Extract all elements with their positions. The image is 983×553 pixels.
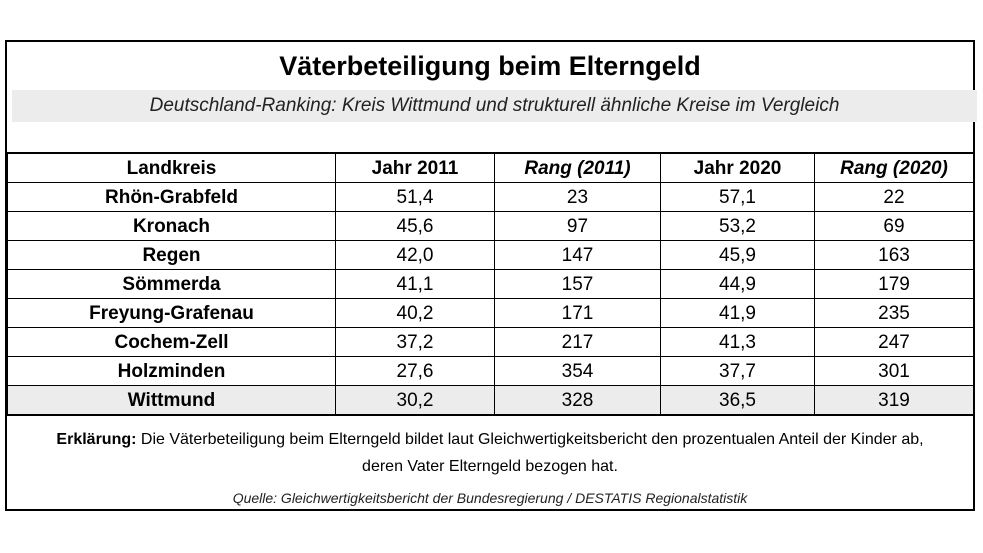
cell-landkreis: Rhön-Grabfeld — [7, 182, 336, 212]
cell-rank-2020: 163 — [814, 240, 974, 270]
column-header-rank-2020: Rang (2020) — [814, 152, 974, 183]
explanation-text-line2: deren Vater Elterngeld bezogen hat. — [362, 458, 618, 475]
table-row: Holzminden 27,6 354 37,7 301 — [7, 356, 974, 386]
table-row: Freyung-Grafenau 40,2 171 41,9 235 — [7, 298, 974, 328]
explanation-text-line1: Die Väterbeteiligung beim Elterngeld bil… — [136, 431, 924, 448]
cell-rank-2011: 217 — [494, 327, 661, 357]
explanation-label: Erklärung: — [56, 431, 137, 448]
cell-value-2011: 37,2 — [335, 327, 495, 357]
cell-landkreis: Regen — [7, 240, 336, 270]
table-row: Sömmerda 41,1 157 44,9 179 — [7, 269, 974, 299]
page-subtitle: Deutschland-Ranking: Kreis Wittmund und … — [12, 90, 977, 122]
cell-value-2020: 37,7 — [660, 356, 815, 386]
cell-value-2020: 53,2 — [660, 211, 815, 241]
cell-landkreis: Cochem-Zell — [7, 327, 336, 357]
cell-rank-2020: 69 — [814, 211, 974, 241]
cell-value-2020: 44,9 — [660, 269, 815, 299]
table-row: Rhön-Grabfeld 51,4 23 57,1 22 — [7, 182, 974, 212]
cell-rank-2011: 97 — [494, 211, 661, 241]
cell-rank-2020: 319 — [814, 385, 974, 416]
cell-rank-2011: 23 — [494, 182, 661, 212]
cell-rank-2011: 157 — [494, 269, 661, 299]
cell-rank-2020: 247 — [814, 327, 974, 357]
ranking-table: Landkreis Jahr 2011 Rang (2011) Jahr 202… — [7, 152, 974, 416]
cell-rank-2020: 22 — [814, 182, 974, 212]
cell-value-2020: 41,3 — [660, 327, 815, 357]
cell-rank-2020: 235 — [814, 298, 974, 328]
table-frame: Väterbeteiligung beim Elterngeld Deutsch… — [5, 40, 977, 511]
cell-value-2011: 41,1 — [335, 269, 495, 299]
source-note: Quelle: Gleichwertigkeitsbericht der Bun… — [232, 490, 748, 506]
cell-rank-2011: 147 — [494, 240, 661, 270]
cell-landkreis: Freyung-Grafenau — [7, 298, 336, 328]
cell-rank-2011: 354 — [494, 356, 661, 386]
column-header-rank-2011: Rang (2011) — [494, 152, 661, 183]
cell-value-2020: 45,9 — [660, 240, 815, 270]
cell-rank-2020: 179 — [814, 269, 974, 299]
cell-value-2011: 45,6 — [335, 211, 495, 241]
table-row: Regen 42,0 147 45,9 163 — [7, 240, 974, 270]
column-header-year-2011: Jahr 2011 — [335, 152, 495, 183]
cell-value-2011: 42,0 — [335, 240, 495, 270]
table-header-row: Landkreis Jahr 2011 Rang (2011) Jahr 202… — [7, 152, 974, 183]
explanation-note: Erklärung: Die Väterbeteiligung beim Elt… — [7, 426, 973, 480]
cell-rank-2011: 328 — [494, 385, 661, 416]
cell-landkreis: Holzminden — [7, 356, 336, 386]
table-row: Kronach 45,6 97 53,2 69 — [7, 211, 974, 241]
page-title: Väterbeteiligung beim Elterngeld — [279, 51, 701, 81]
cell-landkreis: Sömmerda — [7, 269, 336, 299]
cell-value-2011: 27,6 — [335, 356, 495, 386]
cell-landkreis: Wittmund — [7, 385, 336, 416]
column-header-year-2020: Jahr 2020 — [660, 152, 815, 183]
cell-landkreis: Kronach — [7, 211, 336, 241]
cell-value-2011: 40,2 — [335, 298, 495, 328]
column-header-landkreis: Landkreis — [7, 152, 336, 183]
cell-value-2020: 57,1 — [660, 182, 815, 212]
table-row-highlighted: Wittmund 30,2 328 36,5 319 — [7, 385, 974, 416]
table-row: Cochem-Zell 37,2 217 41,3 247 — [7, 327, 974, 357]
cell-value-2011: 51,4 — [335, 182, 495, 212]
cell-value-2020: 41,9 — [660, 298, 815, 328]
cell-value-2011: 30,2 — [335, 385, 495, 416]
cell-rank-2011: 171 — [494, 298, 661, 328]
cell-rank-2020: 301 — [814, 356, 974, 386]
cell-value-2020: 36,5 — [660, 385, 815, 416]
